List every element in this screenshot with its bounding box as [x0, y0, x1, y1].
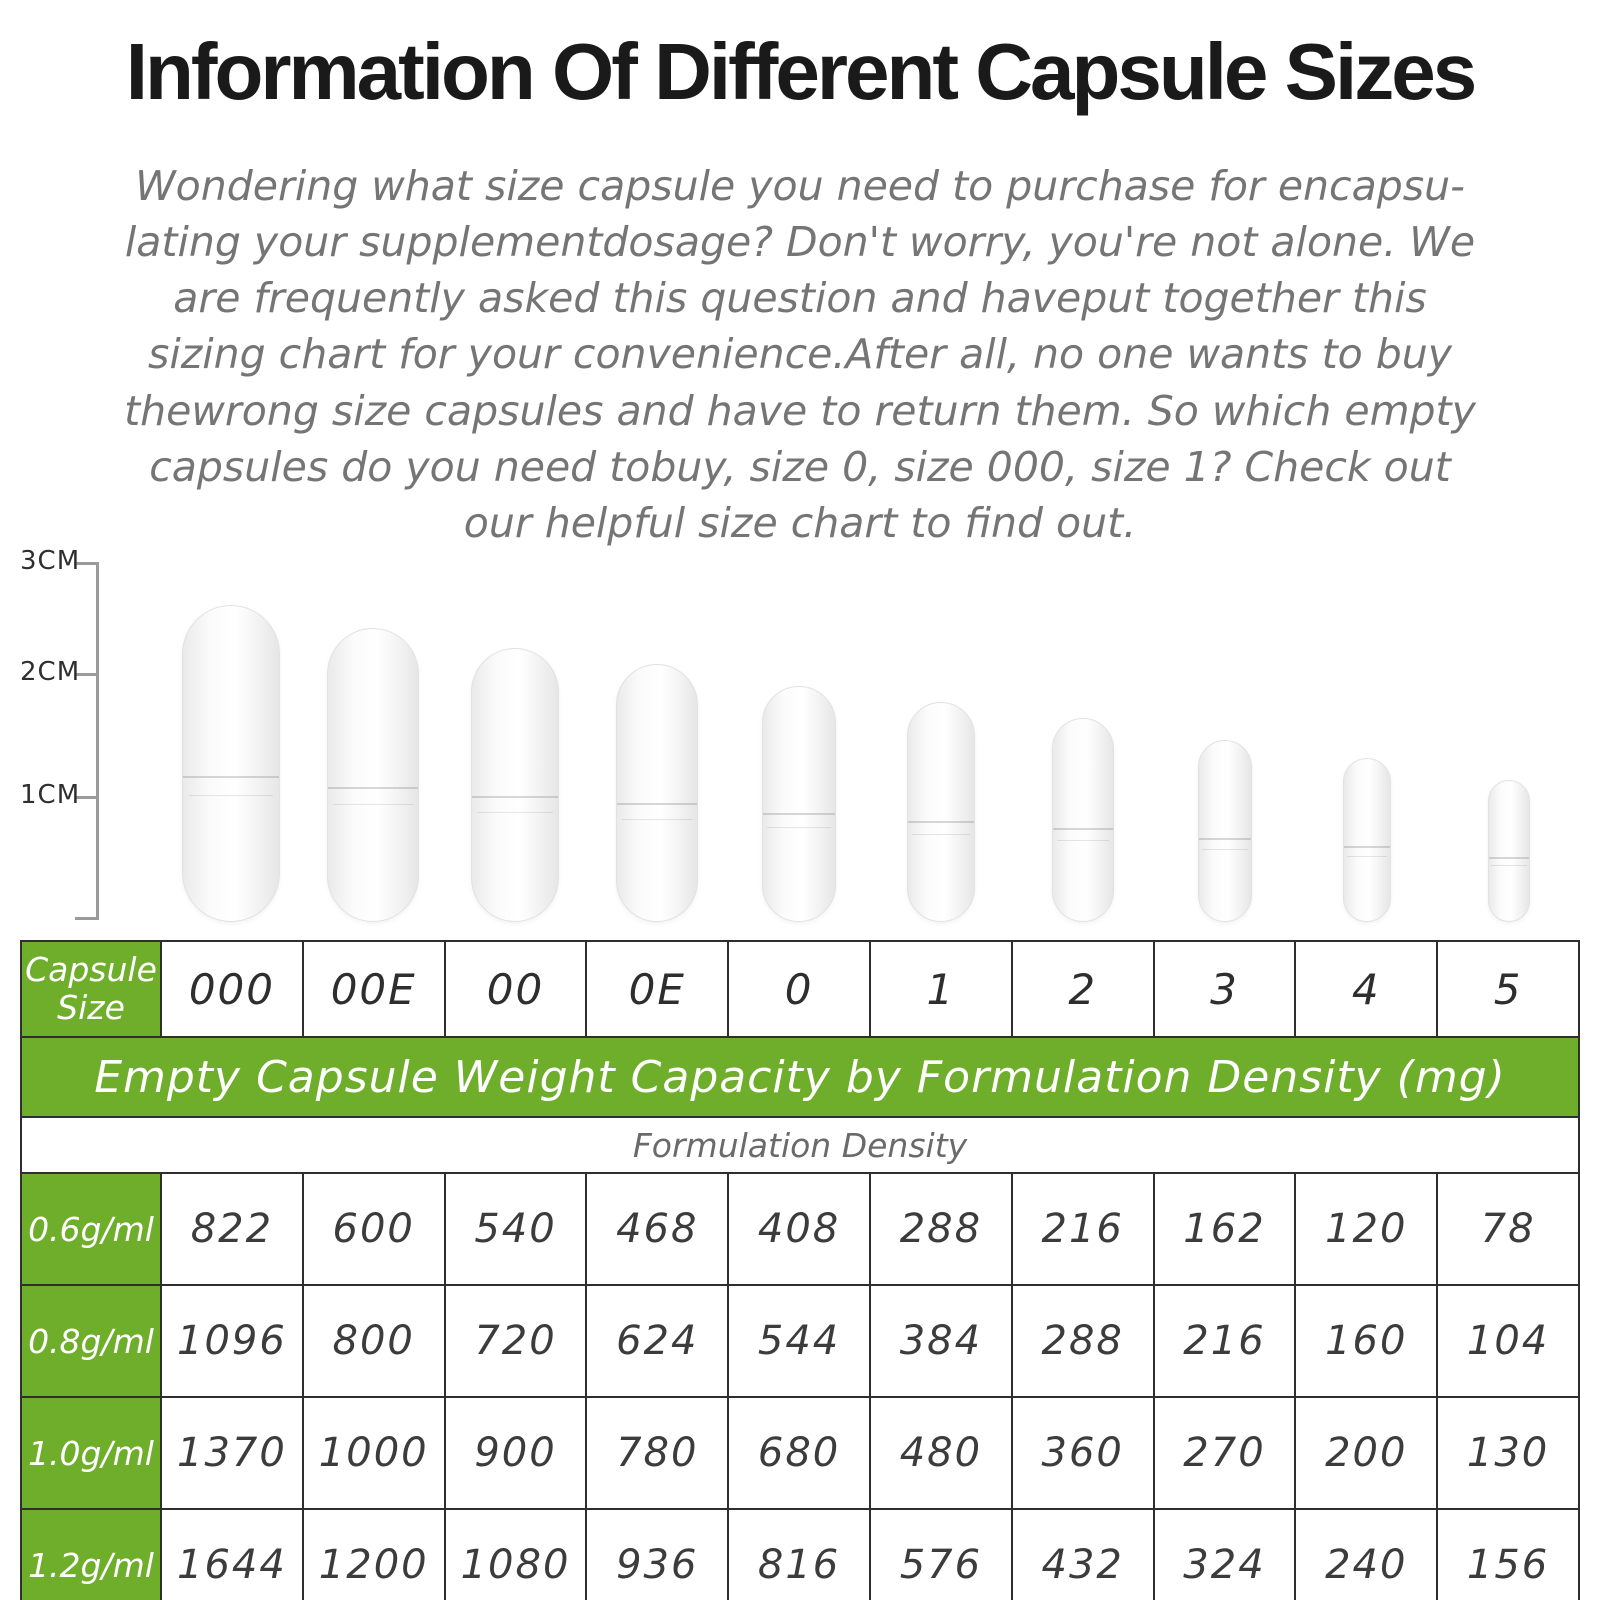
size-cell-1: 1: [868, 940, 1013, 1038]
capsule-cell: [302, 542, 444, 924]
capacity-value-cell: 1000: [301, 1396, 446, 1510]
ruler: 3CM 2CM 1CM: [20, 542, 160, 924]
capacity-value-cell: 540: [443, 1172, 588, 1286]
capacity-value-cell: 900: [443, 1396, 588, 1510]
capacity-value-cell: 324: [1152, 1508, 1297, 1600]
capacity-value-cell: 240: [1294, 1508, 1439, 1600]
capsule-size-5: [1488, 780, 1530, 922]
capacity-value-cell: 200: [1294, 1396, 1439, 1510]
table-row-density-0.8: 0.8g/ml 1096 800 720 624 544 384 288 216…: [20, 1284, 1580, 1398]
capacity-value-cell: 624: [585, 1284, 730, 1398]
capsule-size-1: [907, 702, 975, 922]
capsule-size-illustration: 3CM 2CM 1CM: [20, 542, 1580, 924]
capacity-value-cell: 1080: [443, 1508, 588, 1600]
formulation-density-label: Formulation Density: [20, 1116, 1580, 1174]
capacity-value-cell: 1096: [160, 1284, 304, 1398]
capacity-value-cell: 162: [1152, 1172, 1297, 1286]
formulation-density-row: Formulation Density: [20, 1116, 1580, 1174]
capacity-value-cell: 936: [585, 1508, 730, 1600]
capsule-size-0e: [616, 664, 698, 922]
capacity-value-cell: 780: [585, 1396, 730, 1510]
capsule-size-00e: [327, 628, 419, 922]
capacity-value-cell: 156: [1436, 1508, 1580, 1600]
capsule-size-row: Capsule Size 000 00E 00 0E 0 1 2 3 4 5: [20, 940, 1580, 1038]
capacity-value-cell: 270: [1152, 1396, 1297, 1510]
capsule-cell: [728, 542, 870, 924]
page-title: Information Of Different Capsule Sizes: [125, 27, 1477, 116]
table-row-density-1.2: 1.2g/ml 1644 1200 1080 936 816 576 432 3…: [20, 1508, 1580, 1600]
capacity-value-cell: 720: [443, 1284, 588, 1398]
capacity-band-title: Empty Capsule Weight Capacity by Formula…: [20, 1036, 1580, 1118]
capsule-size-header: Capsule Size: [20, 940, 162, 1038]
capacity-value-cell: 1370: [160, 1396, 304, 1510]
capacity-value-cell: 600: [301, 1172, 446, 1286]
capacity-value-cell: 468: [585, 1172, 730, 1286]
capsule-cell: [586, 542, 728, 924]
ruler-tick-1cm: [75, 796, 99, 799]
capacity-value-cell: 576: [868, 1508, 1013, 1600]
capsule-cell: [1012, 542, 1154, 924]
capacity-table: Capsule Size 000 00E 00 0E 0 1 2 3 4 5 E…: [20, 940, 1580, 1600]
density-row-header: 0.8g/ml: [20, 1284, 162, 1398]
capsule-cell: [444, 542, 586, 924]
intro-paragraph: Wondering what size capsule you need to …: [124, 162, 1476, 547]
capacity-value-cell: 360: [1010, 1396, 1155, 1510]
capacity-value-cell: 216: [1152, 1284, 1297, 1398]
size-cell-4: 4: [1294, 940, 1439, 1038]
capacity-value-cell: 120: [1294, 1172, 1439, 1286]
ruler-label-2cm: 2CM: [20, 657, 81, 687]
table-row-density-1.0: 1.0g/ml 1370 1000 900 780 680 480 360 27…: [20, 1396, 1580, 1510]
capacity-value-cell: 104: [1436, 1284, 1580, 1398]
capsule-size-3: [1198, 740, 1252, 922]
size-cell-00e: 00E: [301, 940, 446, 1038]
ruler-tick-bottom: [75, 917, 99, 920]
capsule-cell: [1296, 542, 1438, 924]
ruler-label-3cm: 3CM: [20, 546, 81, 576]
size-cell-2: 2: [1010, 940, 1155, 1038]
capacity-value-cell: 288: [1010, 1284, 1155, 1398]
capacity-value-cell: 384: [868, 1284, 1013, 1398]
size-cell-0e: 0E: [585, 940, 730, 1038]
capsule-size-2: [1052, 718, 1114, 922]
size-cell-00: 00: [443, 940, 588, 1038]
capacity-value-cell: 1644: [160, 1508, 304, 1600]
capsule-cell: [870, 542, 1012, 924]
capacity-value-cell: 544: [727, 1284, 871, 1398]
ruler-tick-2cm: [75, 673, 99, 676]
density-row-header: 1.2g/ml: [20, 1508, 162, 1600]
size-cell-5: 5: [1436, 940, 1580, 1038]
size-cell-3: 3: [1152, 940, 1297, 1038]
capsule-size-000: [182, 605, 280, 922]
ruler-label-1cm: 1CM: [20, 780, 81, 810]
capsule-cell: [1438, 542, 1580, 924]
capsule-size-0: [762, 686, 836, 922]
capacity-value-cell: 216: [1010, 1172, 1155, 1286]
density-row-header: 0.6g/ml: [20, 1172, 162, 1286]
capacity-value-cell: 78: [1436, 1172, 1580, 1286]
capacity-value-cell: 408: [727, 1172, 871, 1286]
capacity-value-cell: 800: [301, 1284, 446, 1398]
capsule-size-00: [471, 648, 559, 922]
capsule-row: [160, 542, 1580, 924]
capacity-value-cell: 1200: [301, 1508, 446, 1600]
capacity-value-cell: 480: [868, 1396, 1013, 1510]
capsule-cell: [160, 542, 302, 924]
ruler-line: [96, 562, 99, 920]
capacity-value-cell: 822: [160, 1172, 304, 1286]
table-row-density-0.6: 0.6g/ml 822 600 540 468 408 288 216 162 …: [20, 1172, 1580, 1286]
capacity-band-row: Empty Capsule Weight Capacity by Formula…: [20, 1036, 1580, 1118]
ruler-tick-3cm: [75, 562, 99, 565]
capacity-value-cell: 432: [1010, 1508, 1155, 1600]
capacity-value-cell: 130: [1436, 1396, 1580, 1510]
capacity-value-cell: 160: [1294, 1284, 1439, 1398]
capsule-size-4: [1343, 758, 1391, 922]
density-row-header: 1.0g/ml: [20, 1396, 162, 1510]
capacity-value-cell: 816: [727, 1508, 871, 1600]
capacity-value-cell: 288: [868, 1172, 1013, 1286]
capsule-cell: [1154, 542, 1296, 924]
capacity-value-cell: 680: [727, 1396, 871, 1510]
size-cell-0: 0: [727, 940, 871, 1038]
size-cell-000: 000: [160, 940, 304, 1038]
